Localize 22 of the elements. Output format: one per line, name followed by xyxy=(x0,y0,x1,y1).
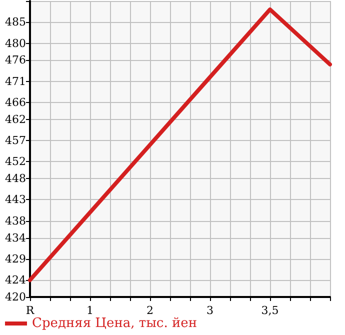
y-tick-label: 471 xyxy=(5,74,26,88)
x-tick-label: 3,5 xyxy=(261,304,279,317)
x-tick-label: 3 xyxy=(206,304,214,317)
y-tick-label: 443 xyxy=(5,193,26,206)
y-tick-label: 452 xyxy=(5,155,26,168)
y-tick-label: 438 xyxy=(5,214,26,228)
x-tick-label: 1 xyxy=(86,304,94,317)
y-tick-label: 466 xyxy=(5,96,26,109)
y-tick-label: 480 xyxy=(5,36,26,50)
x-tick-label: 2 xyxy=(146,304,154,317)
y-tick-label: 457 xyxy=(5,134,26,148)
y-tick-label: 424 xyxy=(5,274,26,287)
line-series xyxy=(28,7,332,282)
y-tick-label: 434 xyxy=(5,231,26,244)
y-tick-label: 429 xyxy=(5,252,26,266)
y-tick-label: 476 xyxy=(5,54,26,67)
y-tick-label: 485 xyxy=(5,16,26,29)
y-tick-label: 420 xyxy=(5,290,26,304)
x-tick-label: R xyxy=(26,304,35,317)
y-tick-label: 462 xyxy=(5,112,26,126)
y-tick-label: 448 xyxy=(5,172,26,186)
legend-label: Средняя Цена, тыс. йен xyxy=(32,316,197,331)
